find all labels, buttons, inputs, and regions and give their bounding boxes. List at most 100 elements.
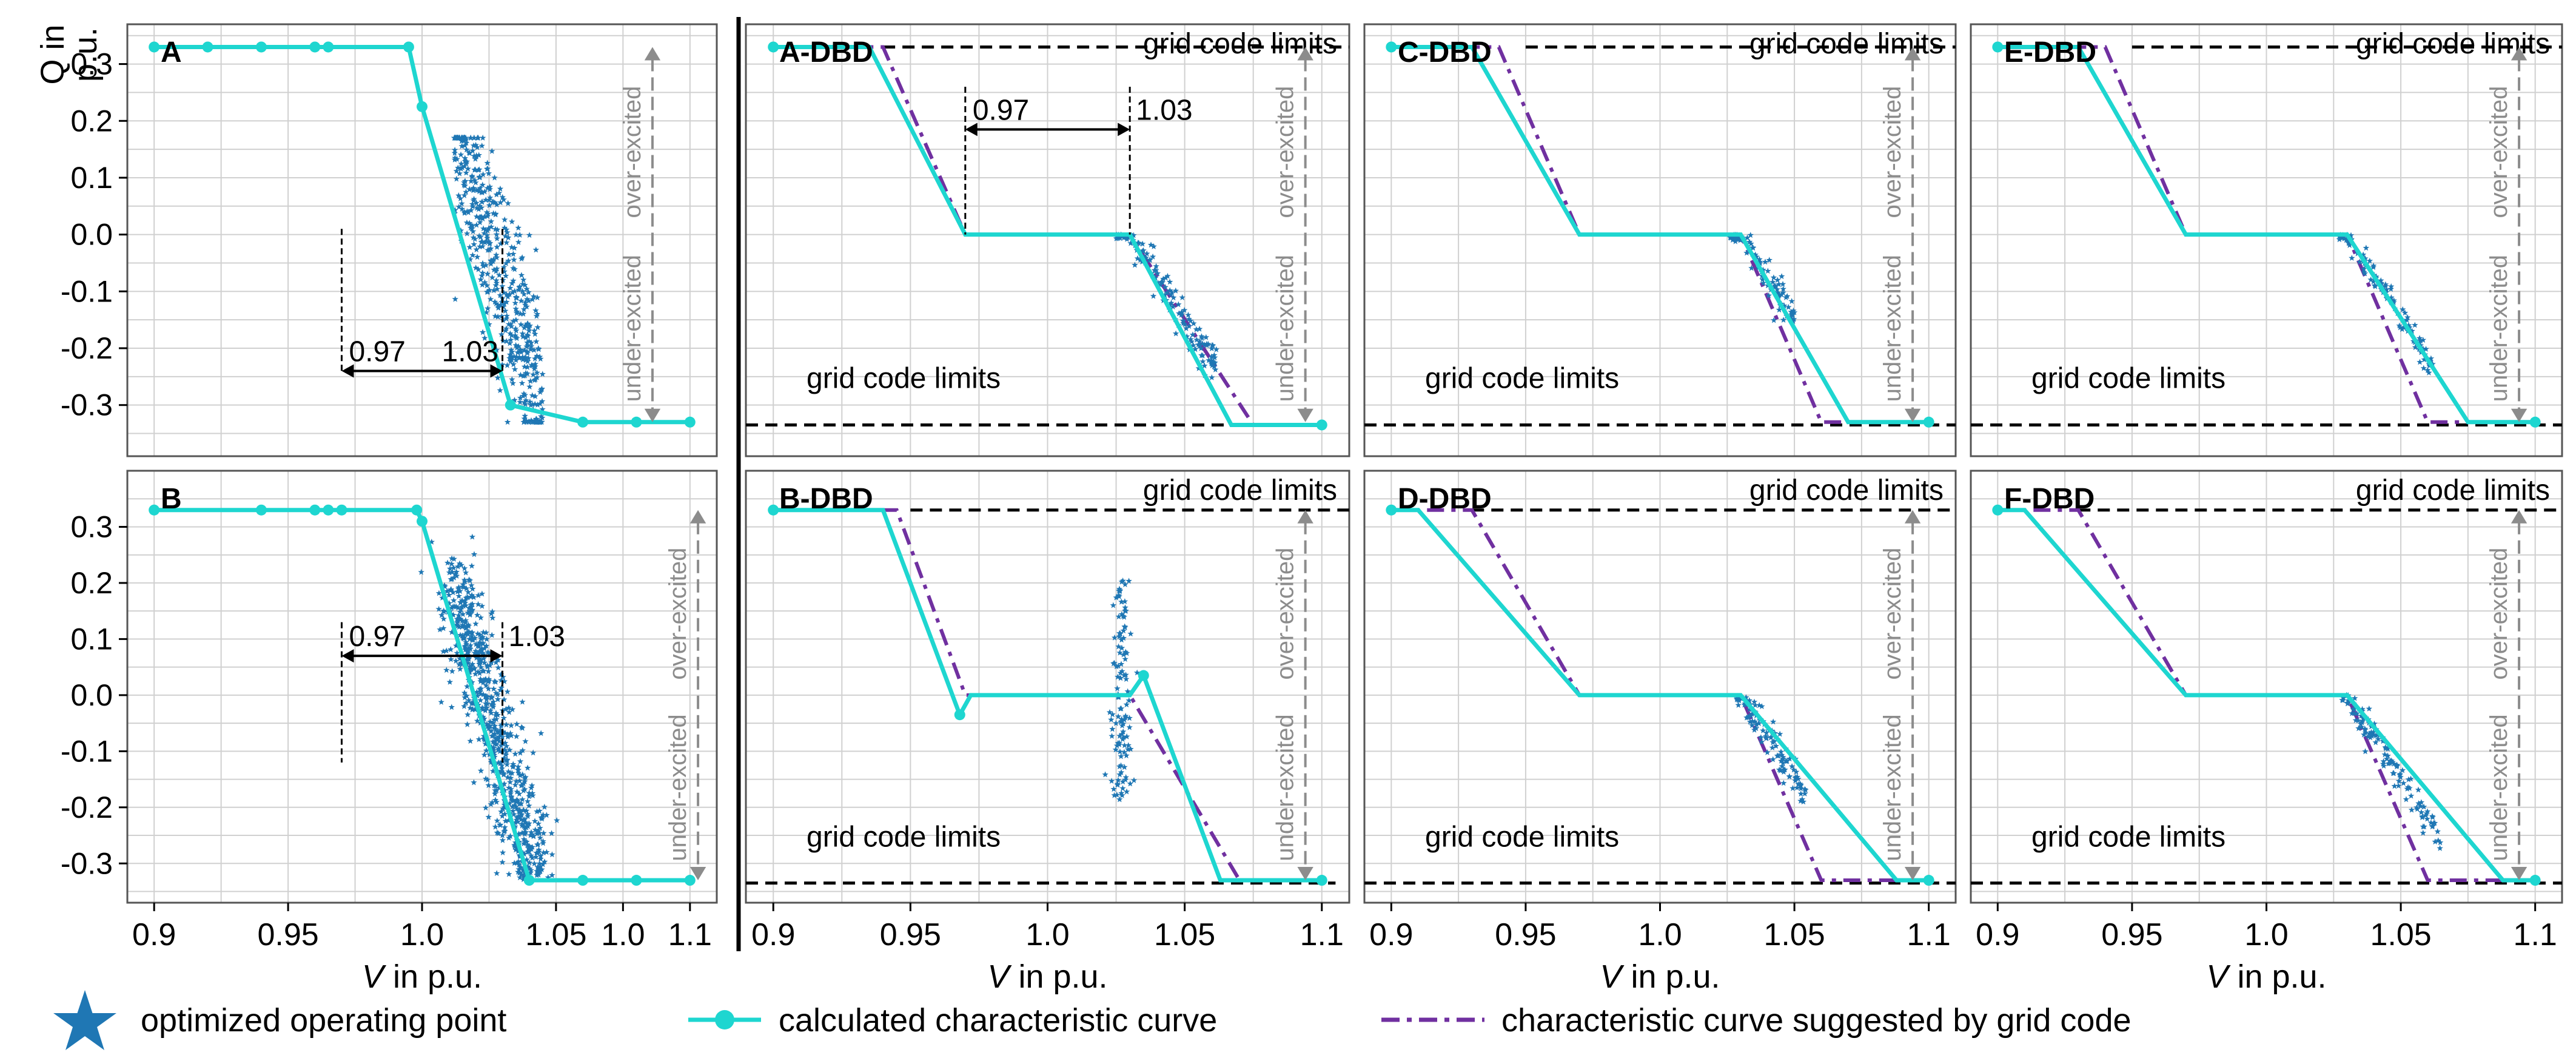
optimized-point (1789, 785, 1796, 791)
optimized-point (1797, 781, 1804, 788)
optimized-point (474, 612, 481, 618)
optimized-point (460, 584, 468, 590)
optimized-point (1121, 716, 1128, 723)
y-tick-label: -0.3 (61, 846, 113, 880)
optimized-point (2412, 322, 2418, 328)
optimized-point (2394, 762, 2401, 769)
optimized-point (483, 209, 491, 215)
optimized-point (1774, 289, 1781, 296)
optimized-point (527, 377, 534, 384)
calculated-point (505, 399, 516, 411)
calculated-curve (773, 44, 1322, 427)
optimized-point (465, 655, 472, 661)
optimized-point (520, 419, 527, 425)
optimized-point (517, 749, 524, 756)
optimized-point (466, 636, 473, 642)
optimized-point (502, 817, 509, 824)
optimized-point (505, 733, 511, 740)
calculated-point (1386, 504, 1397, 516)
optimized-point (528, 343, 535, 349)
optimized-point (509, 706, 516, 712)
optimized-point (1743, 249, 1750, 256)
panel-b: 0.3 0.2 0.1 0.0 -0.1 -0.2 -0.3 0.9 0.95 1.0 1.05 1.… (61, 470, 718, 952)
optimized-point (532, 246, 540, 253)
optimized-point (488, 728, 495, 734)
calculated-point (1992, 504, 2004, 516)
optimized-point (458, 618, 466, 624)
optimized-point (435, 605, 442, 612)
optimized-point (1178, 311, 1185, 317)
optimized-point (477, 686, 483, 692)
optimized-point (475, 592, 481, 598)
optimized-point (514, 814, 520, 821)
optimized-point (480, 651, 487, 658)
optimized-point (514, 859, 521, 866)
optimized-point (1749, 244, 1757, 251)
optimized-point (1211, 354, 1218, 360)
optimized-point (451, 156, 458, 163)
calculated-curve (1391, 508, 1929, 883)
optimized-point (476, 639, 483, 645)
optimized-point (484, 271, 491, 277)
x-tick-label: 1.05 (1154, 917, 1215, 952)
optimized-point (458, 597, 466, 604)
optimized-point (489, 719, 497, 726)
optimized-point (1164, 289, 1170, 295)
calculated-point (1138, 670, 1149, 681)
optimized-point (1759, 738, 1765, 745)
optimized-point (545, 874, 552, 880)
optimized-point (1147, 241, 1155, 248)
optimized-point (1167, 287, 1173, 294)
optimized-point (489, 738, 497, 744)
optimized-point (461, 179, 468, 186)
optimized-point (449, 568, 456, 575)
optimized-point (451, 134, 458, 141)
optimized-point (1147, 256, 1153, 263)
optimized-point (532, 363, 538, 369)
optimized-point (478, 602, 486, 609)
optimized-point (1117, 675, 1124, 681)
optimized-point (1746, 706, 1753, 712)
optimized-point (461, 209, 468, 215)
x-axis-label: V in p.u. (362, 959, 482, 995)
optimized-point (465, 165, 471, 172)
optimized-point (515, 224, 522, 231)
optimized-point (529, 782, 535, 789)
optimized-point (516, 808, 523, 815)
optimized-point (531, 860, 538, 867)
optimized-point (524, 764, 531, 771)
optimized-point (538, 814, 546, 820)
over-excited-label: over-excited (1879, 86, 1906, 218)
optimized-point (508, 332, 515, 339)
optimized-point (494, 243, 500, 250)
optimized-point (497, 387, 503, 393)
optimized-point (450, 603, 457, 610)
optimized-point (465, 622, 472, 629)
scatter-optimized-points (2339, 692, 2444, 851)
optimized-point (471, 134, 477, 141)
optimized-point (507, 770, 514, 776)
optimized-point (533, 338, 540, 345)
optimized-point (1763, 735, 1770, 741)
optimized-point (1774, 286, 1780, 292)
optimized-point (511, 397, 518, 403)
optimized-point (1167, 291, 1175, 297)
arrow-head (2511, 867, 2527, 881)
optimized-point (456, 661, 463, 667)
panel-title: D-DBD (1398, 483, 1492, 515)
optimized-point (493, 251, 500, 258)
optimized-point (475, 134, 481, 141)
optimized-point (531, 346, 537, 353)
optimized-point (1212, 359, 1218, 366)
optimized-point (495, 738, 503, 744)
optimized-point (1788, 298, 1795, 305)
legend-label-calculated: calculated characteristic curve (779, 1002, 1217, 1039)
optimized-point (524, 358, 531, 365)
optimized-point (539, 406, 546, 413)
optimized-point (2437, 844, 2443, 851)
optimized-point (455, 585, 461, 591)
under-excited-label: under-excited (2486, 714, 2512, 861)
optimized-point (468, 608, 475, 614)
optimized-point (2432, 838, 2438, 845)
optimized-point (485, 782, 492, 789)
